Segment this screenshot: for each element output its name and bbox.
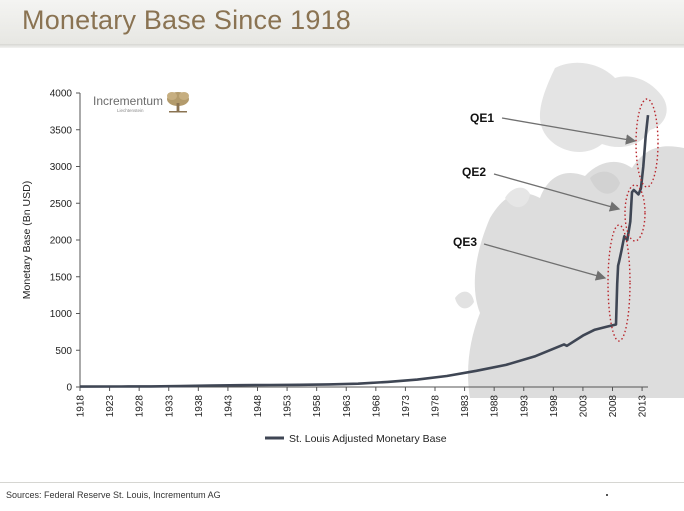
incrementum-logo: Incrementum Liechtenstein bbox=[93, 92, 189, 113]
page-marker bbox=[606, 494, 608, 496]
x-tick-label: 1983 bbox=[460, 395, 471, 418]
x-tick-label: 1918 bbox=[76, 395, 87, 418]
y-tick-label: 2500 bbox=[50, 199, 73, 210]
plot-area: 0 500 1000 1500 2000 2500 3000 3500 4000 1918 1923… bbox=[21, 89, 659, 418]
x-tick-label: 1998 bbox=[549, 395, 560, 418]
x-tick-label: 1988 bbox=[490, 395, 501, 418]
y-tick-label: 3500 bbox=[50, 125, 73, 136]
y-tick-label: 4000 bbox=[50, 89, 73, 100]
x-tick-label: 1933 bbox=[164, 395, 175, 418]
y-tick-label: 3000 bbox=[50, 162, 73, 173]
y-tick-label: 1000 bbox=[50, 309, 73, 320]
qe-arrow bbox=[493, 173, 621, 212]
x-tick-label: 1928 bbox=[135, 395, 146, 418]
y-tick-label: 2000 bbox=[50, 236, 73, 247]
source-note: Sources: Federal Reserve St. Louis, Incr… bbox=[6, 490, 221, 500]
qe-highlight-ellipse bbox=[607, 224, 631, 342]
chart-area: 0 500 1000 1500 2000 2500 3000 3500 4000 1918 1923… bbox=[0, 48, 684, 478]
x-tick-label: 1938 bbox=[194, 395, 205, 418]
logo-subtitle: Liechtenstein bbox=[117, 108, 144, 113]
y-tick-label: 0 bbox=[66, 383, 72, 394]
y-tick-label: 500 bbox=[55, 346, 72, 357]
logo-name: Incrementum bbox=[93, 94, 163, 108]
chart-legend: St. Louis Adjusted Monetary Base bbox=[265, 433, 447, 445]
x-tick-label: 1978 bbox=[431, 395, 442, 418]
x-tick-label: 2003 bbox=[578, 395, 589, 418]
qe-label: QE1 bbox=[470, 111, 494, 125]
page-title: Monetary Base Since 1918 bbox=[22, 5, 351, 35]
x-tick-label: 1973 bbox=[401, 395, 412, 418]
x-tick-label: 2008 bbox=[608, 395, 619, 418]
tree-icon bbox=[167, 92, 189, 113]
series-line bbox=[79, 114, 650, 388]
qe-highlight-ellipse bbox=[635, 98, 659, 188]
y-axis-label: Monetary Base (Bn USD) bbox=[21, 181, 33, 299]
qe-highlight-ellipse bbox=[624, 184, 646, 242]
x-tick-label: 1993 bbox=[519, 395, 530, 418]
footer-divider bbox=[0, 482, 684, 483]
x-tick-label: 1923 bbox=[105, 395, 116, 418]
y-tick-label: 1500 bbox=[50, 272, 73, 283]
qe-arrow bbox=[483, 243, 607, 281]
legend-label: St. Louis Adjusted Monetary Base bbox=[289, 433, 447, 445]
qe-arrow bbox=[501, 117, 637, 145]
header-divider bbox=[0, 44, 684, 48]
x-tick-label: 1963 bbox=[342, 395, 353, 418]
qe-label: QE2 bbox=[462, 165, 486, 179]
x-tick-label: 1943 bbox=[223, 395, 234, 418]
x-tick-label: 1958 bbox=[312, 395, 323, 418]
monetary-base-chart: 0 500 1000 1500 2000 2500 3000 3500 4000 1918 1923… bbox=[21, 62, 684, 445]
x-tick-label: 1953 bbox=[283, 395, 294, 418]
x-tick-label: 1948 bbox=[253, 395, 264, 418]
qe-label: QE3 bbox=[453, 235, 477, 249]
header-bar: Monetary Base Since 1918 bbox=[0, 0, 684, 44]
x-tick-label: 1968 bbox=[371, 395, 382, 418]
x-tick-label: 2013 bbox=[638, 395, 649, 418]
